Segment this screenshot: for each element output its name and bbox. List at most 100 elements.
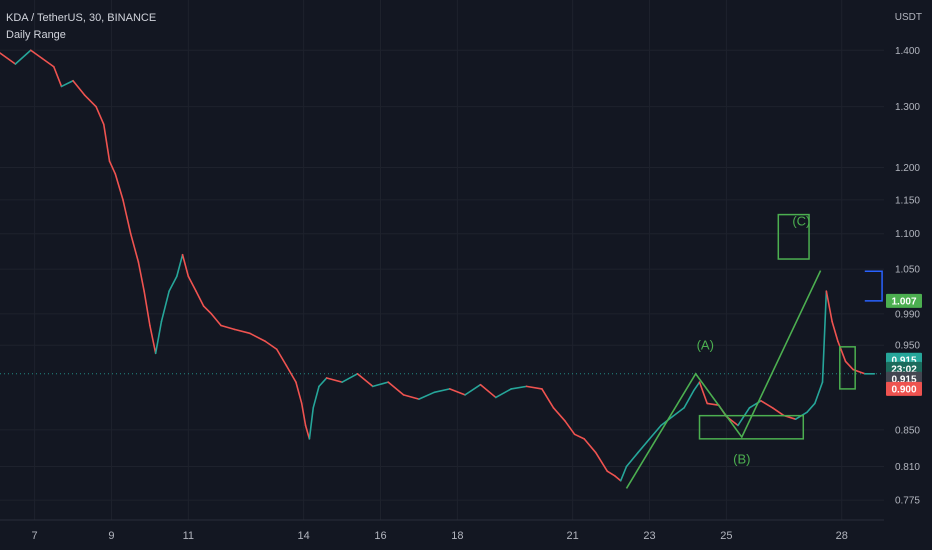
y-tick-label: 1.400: [895, 46, 920, 57]
price-badge-label: 0.900: [891, 384, 916, 395]
x-tick-label: 14: [298, 530, 310, 542]
price-segment: [233, 328, 251, 335]
price-segment: [606, 470, 616, 477]
price-segment: [356, 372, 374, 388]
price-badge: [886, 293, 922, 308]
x-tick-label: 16: [374, 530, 386, 542]
price-segment: [821, 290, 828, 383]
price-segment: [418, 391, 436, 400]
pattern-box: [777, 213, 810, 260]
price-segment: [114, 173, 124, 201]
price-badge-label: 23:02: [891, 364, 917, 375]
y-tick-label: 0.850: [895, 425, 920, 436]
price-segment: [154, 320, 163, 355]
price-segment: [583, 438, 597, 454]
price-segment: [372, 381, 389, 388]
price-segment: [433, 388, 451, 394]
price-segment: [129, 232, 140, 263]
price-segment: [168, 275, 178, 292]
price-segment: [202, 305, 213, 315]
price-segment: [825, 290, 833, 323]
price-segment: [60, 79, 74, 88]
x-tick-label: 18: [451, 530, 463, 542]
price-segment: [806, 402, 816, 413]
x-tick-label: 7: [32, 530, 38, 542]
price-segment: [844, 360, 855, 371]
price-segment: [771, 406, 785, 417]
price-badge-label: 1.007: [891, 296, 916, 307]
y-tick-label: 0.950: [895, 341, 920, 352]
price-segment: [325, 377, 343, 383]
price-segment: [692, 381, 701, 392]
price-segment: [95, 105, 105, 126]
price-segment: [637, 438, 651, 454]
price-segment: [195, 290, 205, 308]
price-segment: [249, 332, 267, 343]
price-badge-label: 0.915: [891, 355, 916, 366]
price-segment: [706, 402, 720, 406]
x-tick-label: 28: [836, 530, 848, 542]
price-badge-label: 0.915: [891, 374, 916, 385]
price-segment: [387, 381, 405, 396]
price-segment: [300, 402, 307, 427]
price-segment: [525, 385, 543, 390]
wave-label: (B): [733, 452, 750, 467]
x-tick-label: 23: [643, 530, 655, 542]
y-tick-label: 1.150: [895, 195, 920, 206]
price-segment: [614, 475, 622, 482]
price-segment: [698, 381, 709, 405]
price-unit: USDT: [894, 12, 922, 23]
price-segment: [149, 324, 157, 355]
price-segment: [737, 406, 751, 427]
price-segment: [402, 394, 420, 400]
price-segment: [304, 424, 311, 440]
x-tick-label: 21: [567, 530, 579, 542]
price-segment: [0, 52, 17, 65]
price-segment: [479, 383, 497, 399]
price-segment: [448, 388, 466, 396]
price-segment: [831, 320, 839, 343]
price-segment: [160, 290, 170, 323]
price-segment: [552, 406, 566, 422]
x-tick-label: 11: [183, 530, 194, 542]
price-segment: [648, 424, 662, 440]
y-tick-label: 1.050: [895, 265, 920, 276]
wave-label: (A): [697, 337, 714, 352]
price-segment: [264, 340, 278, 351]
y-tick-label: 0.990: [895, 309, 920, 320]
price-segment: [122, 199, 132, 235]
price-segment: [683, 389, 695, 409]
price-segment: [220, 324, 236, 331]
price-segment: [210, 313, 222, 327]
price-segment: [625, 451, 639, 468]
price-segment: [594, 451, 609, 473]
price-segment: [176, 253, 184, 278]
price-segment: [29, 49, 44, 60]
price-segment: [564, 420, 576, 436]
indicator-label: Daily Range: [6, 29, 66, 41]
price-segment: [318, 377, 328, 388]
price-segment: [837, 340, 847, 363]
price-segment: [671, 406, 685, 418]
price-segment: [308, 406, 315, 440]
y-tick-label: 0.810: [895, 462, 920, 473]
pattern-box: [839, 346, 856, 390]
chart-title: KDA / TetherUS, 30, BINANCE: [6, 12, 157, 24]
y-tick-label: 1.300: [895, 102, 920, 113]
price-segment: [275, 348, 288, 367]
price-segment: [137, 261, 145, 292]
price-segment: [295, 381, 303, 405]
price-segment: [510, 385, 528, 390]
price-segment: [814, 381, 824, 405]
price-segment: [14, 49, 32, 65]
y-tick-label: 1.100: [895, 229, 920, 240]
y-tick-label: 1.200: [895, 163, 920, 174]
price-segment: [760, 400, 774, 409]
price-segment: [108, 160, 117, 175]
pattern-box: [698, 414, 805, 440]
price-segment: [41, 57, 55, 68]
price-badge: [886, 381, 922, 396]
price-segment: [83, 94, 97, 108]
